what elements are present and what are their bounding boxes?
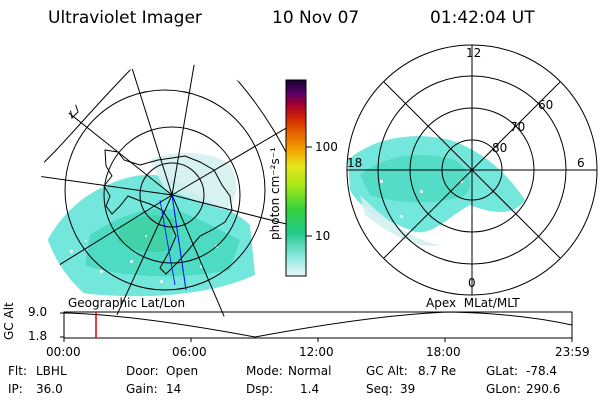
door-label: Door: (126, 364, 159, 378)
geographic-caption: Geographic Lat/Lon (68, 296, 186, 310)
ip-label: IP: (8, 382, 23, 396)
colorbar-tick-100: 100 (315, 140, 338, 154)
xtick-0600: 06:00 (172, 345, 207, 359)
dsp-value: 1.4 (300, 382, 320, 396)
timeline-ticks (60, 312, 573, 342)
gain-value: 14 (166, 382, 182, 396)
xtick-1800: 18:00 (426, 345, 461, 359)
dsp-label: Dsp: (246, 382, 274, 396)
xtick-1200: 12:00 (299, 345, 334, 359)
apex-caption: Apex MLat/MLT (426, 296, 520, 310)
mode-label: Mode: (246, 364, 283, 378)
xtick-0000: 00:00 (46, 345, 81, 359)
seq-label: Seq: (366, 382, 393, 396)
gcalt-value: 8.7 Re (418, 364, 457, 378)
mlt-18-label: 18 (347, 156, 363, 170)
timeline-frame (63, 311, 573, 339)
glon-label: GLon: (486, 382, 521, 396)
gcalt-label: GC Alt: (366, 364, 408, 378)
mlt-12-label: 12 (466, 46, 482, 60)
flt-value: LBHL (36, 364, 67, 378)
glat-label: GLat: (486, 364, 519, 378)
timeline-ytick-top: 9.0 (28, 305, 48, 319)
colorbar-tick-10: 10 (315, 229, 331, 243)
mlt-6-label: 6 (577, 156, 585, 170)
mlat-70-label: 70 (510, 120, 526, 134)
mlat-80-label: 80 (492, 141, 508, 155)
flt-label: Flt: (8, 364, 27, 378)
mlat-60-label: 60 (538, 98, 554, 112)
gain-label: Gain: (126, 382, 158, 396)
altitude-curve (63, 311, 573, 338)
timeline-ytick-bottom: 1.8 (28, 329, 48, 343)
mode-value: Normal (288, 364, 332, 378)
xtick-2359: 23:59 (555, 345, 590, 359)
seq-value: 39 (400, 382, 416, 396)
colorbar-scale (285, 79, 307, 277)
date-label: 10 Nov 07 (272, 8, 360, 28)
door-value: Open (166, 364, 199, 378)
glat-value: -78.4 (526, 364, 558, 378)
timeline-ylabel: GC Alt (2, 302, 16, 340)
instrument-title: Ultraviolet Imager (48, 8, 202, 28)
mlt-0-label: 0 (468, 276, 476, 290)
ip-value: 36.0 (36, 382, 63, 396)
time-label: 01:42:04 UT (430, 8, 535, 28)
apex-map-content (348, 136, 525, 246)
apex-grid (346, 44, 598, 296)
left-map-content (40, 63, 304, 327)
glon-value: 290.6 (526, 382, 561, 396)
colorbar-unit-label: photon cm⁻²s⁻¹ (268, 147, 282, 240)
